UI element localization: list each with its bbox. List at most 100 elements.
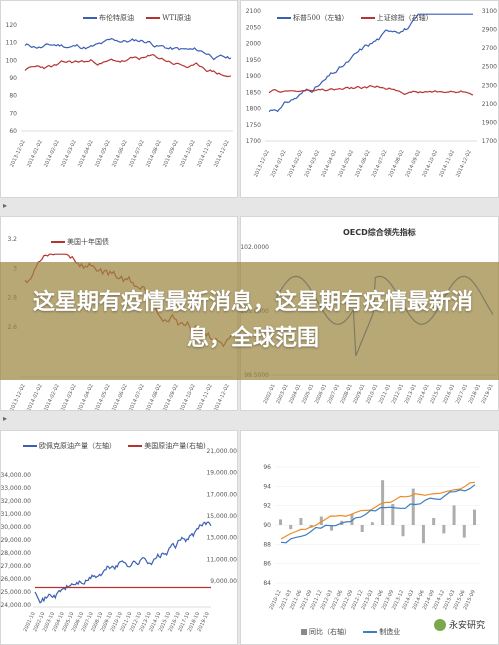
oil-x-tick-3: 2014-03-02: [60, 139, 78, 168]
headline-banner: [0, 262, 499, 380]
legend-wti: WTI原油: [162, 14, 191, 22]
us-crude-y-tick-2: 17,000.00: [206, 491, 237, 498]
sp500-line: [268, 13, 473, 113]
oil-y-tick-5: 70: [9, 110, 17, 117]
sh-y-tick-2: 2700: [482, 45, 497, 52]
equity-x-tick-4: 2014-04-02: [320, 149, 338, 178]
legend-yoy: 同比（右轴）: [309, 628, 351, 636]
yoy-bar-9: [370, 522, 374, 525]
sp-y-tick-8: 1700: [246, 138, 261, 145]
pmi-y-tick-3: 90: [263, 522, 271, 529]
oil-x-tick-5: 2014-05-02: [94, 139, 112, 168]
oecd-y-tick-0: 102.0000: [241, 244, 269, 251]
equity-x-tick-2: 2014-02-02: [287, 149, 305, 178]
pmi-orange-line: [280, 481, 476, 540]
opec-y-tick-6: 28,000.00: [1, 550, 31, 557]
opec-y-tick-9: 25,000.00: [1, 589, 31, 596]
yoy-bar-19: [473, 509, 476, 525]
ust-x-tick-9: 2014-09-02: [162, 383, 180, 411]
equity-x-tick-7: 2014-07-02: [371, 149, 389, 178]
sp-y-tick-5: 1850: [246, 89, 261, 96]
wechat-icon: [433, 618, 446, 631]
sh-y-tick-1: 2900: [482, 27, 497, 34]
opec-y-tick-3: 31,000.00: [1, 511, 31, 518]
equity-x-tick-3: 2014-03-02: [304, 149, 322, 178]
oil-x-tick-9: 2014-09-02: [162, 139, 180, 168]
pmi-y-tick-5: 86: [263, 561, 271, 568]
opec-y-tick-7: 27,000.00: [1, 563, 31, 570]
pmi-y-tick-0: 96: [263, 464, 271, 471]
opec-y-tick-10: 24,000.00: [1, 602, 31, 609]
legend-us10y: 美国十年国债: [67, 238, 109, 246]
ust-x-tick-7: 2014-07-02: [128, 383, 146, 411]
equity-x-tick-9: 2014-09-02: [405, 149, 423, 178]
ust-x-tick-3: 2014-03-02: [60, 383, 78, 411]
oil-y-tick-6: 60: [9, 128, 17, 135]
oil-x-tick-0: 2013-12-02: [9, 139, 27, 168]
oecd-title: OECD综合领先指标: [343, 228, 416, 237]
ust-x-tick-2: 2014-02-02: [43, 383, 61, 411]
equity-legend: 标普500（左轴） 上证综指（右轴）: [277, 13, 443, 23]
oil-price-chart: 120 110 100 90 80 70 60 2013-12-02 2014-01-02 201…: [6, 22, 233, 168]
yoy-bar-10: [381, 480, 385, 525]
ust-y-tick-0: 3.2: [7, 236, 17, 243]
sh-y-tick-6: 1900: [482, 119, 497, 126]
sh-y-tick-4: 2300: [482, 82, 497, 89]
oil-y-tick-3: 90: [9, 75, 17, 82]
sp-y-tick-6: 1800: [246, 106, 261, 113]
brent-line: [24, 37, 232, 61]
equity-x-tick-12: 2014-12-02: [455, 149, 473, 178]
pmi-chart: 969492908886842010-122011-032011-062011-…: [263, 464, 481, 611]
us-crude-y-tick-3: 15,000.00: [206, 513, 237, 520]
sp-y-tick-3: 1950: [246, 57, 261, 64]
legend-shanghai: 上证综指（右轴）: [376, 14, 433, 22]
opec-y-tick-1: 33,000.00: [1, 485, 31, 492]
ust-x-tick-10: 2014-10-02: [179, 383, 197, 411]
ust-x-tick-0: 2013-12-02: [9, 383, 27, 411]
chart-panel-crude-output: 34,000.00 33,000.00 32,000.00 31,000.00 30,0…: [0, 430, 238, 645]
yoy-bar-5: [330, 525, 334, 531]
chart-panel-pmi: 96 94 92 90 88 86 84 2010-12 2011-03 2011-06 2011-…: [240, 430, 499, 645]
oil-y-tick-4: 80: [9, 93, 17, 100]
opec-output-line: [34, 521, 212, 604]
us-crude-y-tick-4: 13,000.00: [206, 535, 237, 542]
equity-x-tick-1: 2014-01-02: [270, 149, 288, 178]
legend-us-crude: 美国原油产量(右轴): [144, 442, 206, 450]
oil-x-tick-1: 2014-01-02: [26, 139, 44, 168]
oil-y-tick-0: 120: [6, 22, 18, 29]
sp-y-tick-0: 2100: [246, 8, 261, 15]
sh-y-tick-0: 3100: [482, 8, 497, 15]
legend-brent: 布伦特原油: [99, 14, 134, 22]
pmi-y-tick-2: 92: [263, 503, 271, 510]
ust-x-tick-12: 2014-12-02: [213, 383, 231, 411]
watermark: 永安研究: [433, 618, 485, 631]
oecd-x-tick-17: 2019-01: [481, 383, 495, 404]
oil-x-tick-4: 2014-04-02: [77, 139, 95, 168]
yoy-bar-4: [319, 516, 323, 525]
sp-y-tick-4: 1900: [246, 73, 261, 80]
treasury-legend: 美国十年国债: [51, 237, 119, 247]
yoy-bar-2: [299, 518, 303, 525]
opec-y-tick-8: 26,000.00: [1, 576, 31, 583]
oil-x-tick-12: 2014-12-02: [213, 139, 231, 168]
ust-x-tick-5: 2014-05-02: [94, 383, 112, 411]
sh-y-tick-3: 2500: [482, 64, 497, 71]
yoy-bar-12: [401, 525, 405, 537]
row-dot: ▸: [3, 201, 8, 210]
oil-x-tick-8: 2014-08-02: [145, 139, 163, 168]
legend-manufacturing: 制造业: [379, 628, 401, 636]
yoy-bar-14: [421, 525, 425, 544]
chart-panel-equity: 2100 2050 2000 1950 1900 1850 1800 1750 1700 3100…: [240, 0, 499, 198]
pmi-y-tick-6: 84: [263, 580, 271, 587]
headline-text: 这星期有疫情最新消息，这星期有疫情最新消息，全球范围: [32, 290, 473, 351]
sh-y-tick-5: 2100: [482, 101, 497, 108]
crude-output-chart: 34,000.00 33,000.00 32,000.00 31,000.00 30,0…: [1, 448, 237, 633]
oil-y-tick-2: 100: [6, 57, 18, 64]
legend-sp500: 标普500（左轴）: [293, 14, 349, 22]
ust-x-tick-8: 2014-08-02: [145, 383, 163, 411]
yoy-bar-15: [432, 518, 436, 525]
equity-x-tick-8: 2014-08-02: [388, 149, 406, 178]
oil-y-tick-1: 110: [6, 40, 18, 47]
yoy-bar-11: [391, 504, 395, 525]
opec-y-tick-4: 30,000.00: [1, 524, 31, 531]
